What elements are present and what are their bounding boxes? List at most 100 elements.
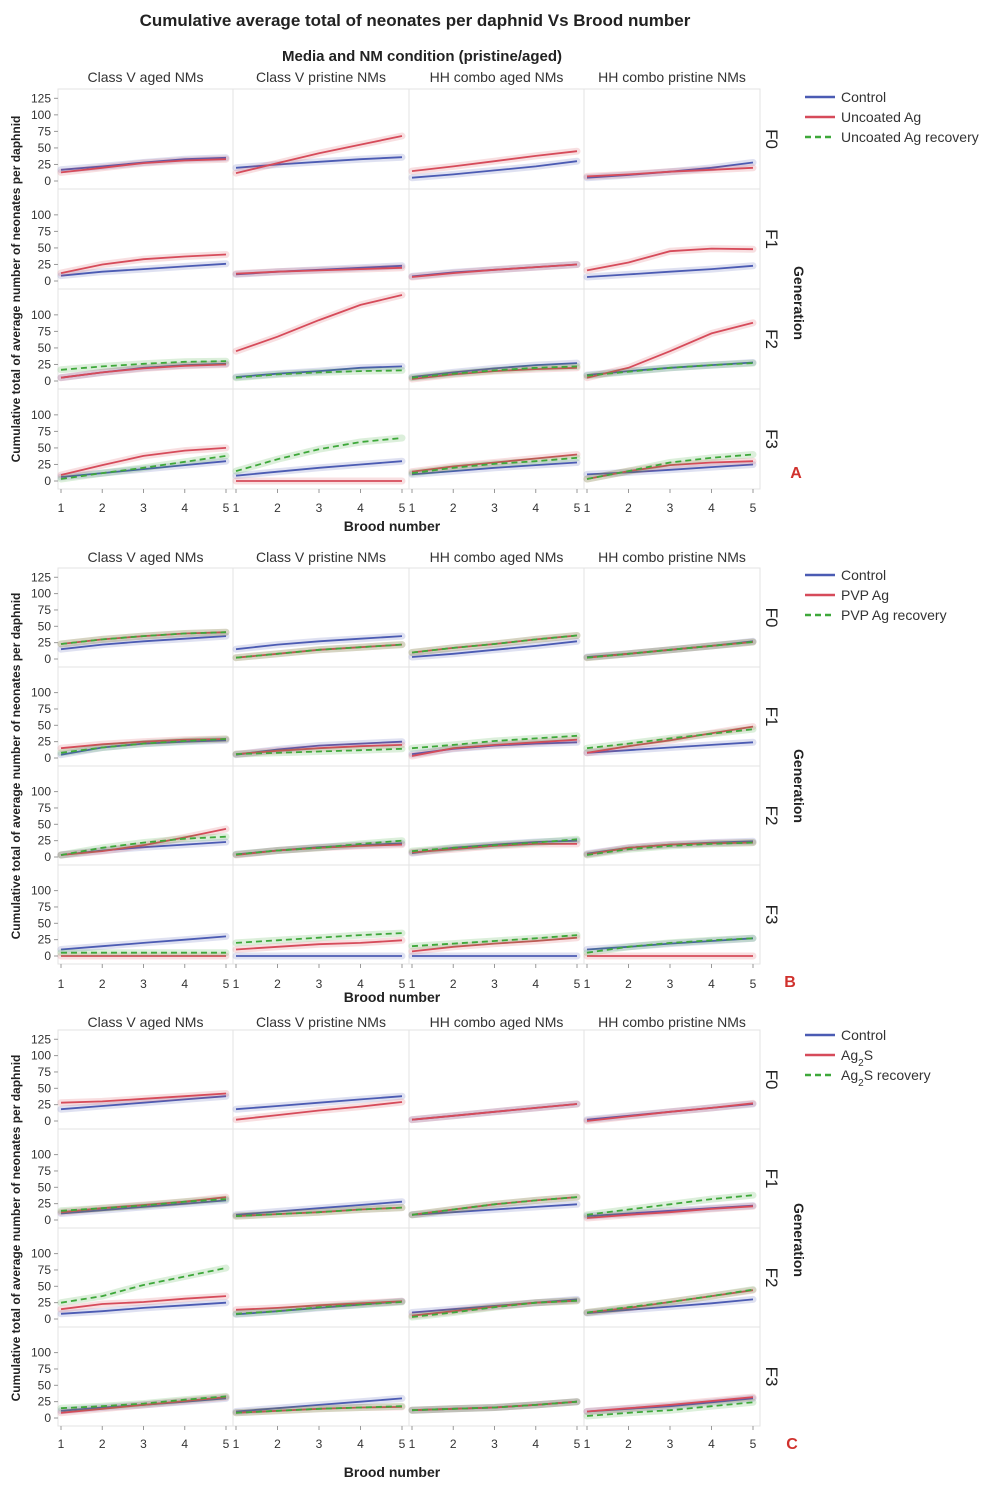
series-line-control bbox=[235, 635, 403, 651]
y-tick-label: 75 bbox=[38, 900, 52, 914]
x-tick-label: 2 bbox=[625, 501, 632, 515]
series-line-pvp-ag bbox=[60, 738, 227, 750]
series-line-control bbox=[411, 160, 578, 179]
series-line-uncoated-ag-recovery bbox=[411, 365, 578, 379]
y-tick-label: 75 bbox=[38, 424, 52, 438]
x-tick-label: 1 bbox=[233, 501, 240, 515]
y-tick-label: 0 bbox=[44, 174, 51, 188]
series-line-uncoated-ag bbox=[235, 266, 403, 275]
x-tick-label: 1 bbox=[584, 977, 591, 991]
legend-label: PVP Ag bbox=[841, 587, 889, 603]
series-line-control bbox=[235, 1095, 403, 1111]
facet-column-title: HH combo pristine NMs bbox=[598, 1014, 746, 1030]
series-line-uncoated-ag-recovery bbox=[60, 455, 227, 480]
series-line-pvp-ag bbox=[235, 939, 403, 951]
y-tick-label: 100 bbox=[31, 408, 51, 422]
series-line-ag2s bbox=[60, 1396, 227, 1414]
series-line-pvp-ag-recovery bbox=[411, 934, 578, 948]
facet-column-title: Class V pristine NMs bbox=[256, 1014, 386, 1030]
facet-column-title: HH combo aged NMs bbox=[430, 1014, 564, 1030]
series-line-uncoated-ag bbox=[60, 253, 227, 274]
y-tick-label: 100 bbox=[31, 587, 51, 601]
facet-cell bbox=[583, 388, 761, 490]
y-tick-label: 75 bbox=[38, 801, 52, 815]
y-tick-label: 75 bbox=[38, 603, 52, 617]
facet-column-title: Class V aged NMs bbox=[88, 69, 204, 85]
series-line-ag2s-recovery bbox=[586, 1194, 754, 1216]
series-line-ag2s-recovery bbox=[235, 1405, 403, 1414]
x-axis-label: Brood number bbox=[344, 518, 441, 534]
y-tick-label: 50 bbox=[38, 817, 52, 831]
facet-cell bbox=[583, 1326, 761, 1427]
facet-column-title: Class V aged NMs bbox=[88, 549, 204, 565]
y-tick-label: 0 bbox=[44, 1114, 51, 1128]
generation-row-label: F2 bbox=[762, 1268, 781, 1288]
series-line-pvp-ag bbox=[411, 936, 578, 953]
generation-label: Generation bbox=[791, 266, 807, 340]
x-axis-label: Brood number bbox=[344, 989, 441, 1005]
y-tick-label: 75 bbox=[38, 1065, 52, 1079]
y-tick-label: 100 bbox=[31, 1346, 51, 1360]
x-tick-label: 5 bbox=[399, 501, 406, 515]
generation-label: Generation bbox=[791, 1203, 807, 1277]
series-line-ag2s-recovery bbox=[411, 1196, 578, 1216]
y-axis-label: Cumulative total of average number of ne… bbox=[9, 1055, 23, 1402]
x-tick-label: 1 bbox=[409, 1437, 416, 1451]
series-line-pvp-ag-recovery bbox=[60, 835, 227, 856]
y-tick-label: 0 bbox=[44, 751, 51, 765]
y-tick-label: 50 bbox=[38, 619, 52, 633]
y-tick-label: 25 bbox=[38, 636, 52, 650]
y-tick-label: 25 bbox=[38, 257, 52, 271]
series-line-control bbox=[411, 1203, 578, 1216]
x-tick-label: 2 bbox=[274, 977, 281, 991]
x-tick-label: 5 bbox=[574, 501, 581, 515]
legend-label: Uncoated Ag bbox=[841, 109, 921, 125]
series-line-pvp-ag-recovery bbox=[411, 734, 578, 750]
series-line-ag2s bbox=[586, 1205, 754, 1219]
series-line-uncoated-ag-recovery bbox=[586, 453, 754, 480]
x-tick-label: 2 bbox=[274, 501, 281, 515]
y-tick-label: 50 bbox=[38, 441, 52, 455]
x-tick-label: 2 bbox=[625, 977, 632, 991]
generation-row-label: F3 bbox=[762, 429, 781, 449]
y-tick-label: 50 bbox=[38, 1279, 52, 1293]
x-tick-label: 3 bbox=[667, 1437, 674, 1451]
series-line-ag2s-recovery bbox=[235, 1301, 403, 1315]
x-tick-label: 3 bbox=[140, 501, 147, 515]
y-tick-label: 25 bbox=[38, 457, 52, 471]
x-tick-label: 4 bbox=[357, 1437, 364, 1451]
series-line-ag2s-recovery bbox=[235, 1206, 403, 1217]
chart-panels: Class V aged NMs Class V pristine NMs HH c… bbox=[9, 69, 979, 1480]
series-line-ag2s-recovery bbox=[411, 1400, 578, 1412]
series-line-uncoated-ag bbox=[586, 247, 754, 272]
series-line-pvp-ag-recovery bbox=[60, 631, 227, 645]
x-tick-label: 4 bbox=[708, 1437, 715, 1451]
x-tick-label: 2 bbox=[625, 1437, 632, 1451]
facet-cell bbox=[57, 567, 234, 668]
x-tick-label: 2 bbox=[450, 1437, 457, 1451]
facet-column-title: HH combo pristine NMs bbox=[598, 69, 746, 85]
x-tick-label: 3 bbox=[140, 1437, 147, 1451]
series-line-pvp-ag bbox=[586, 841, 754, 856]
legend-label: PVP Ag recovery bbox=[841, 607, 947, 623]
legend: Control PVP Ag PVP Ag recovery bbox=[805, 567, 947, 623]
x-tick-label: 4 bbox=[532, 977, 539, 991]
generation-row-label: F2 bbox=[762, 806, 781, 826]
y-tick-label: 50 bbox=[38, 141, 52, 155]
legend-label: Ag2S recovery bbox=[841, 1067, 931, 1089]
generation-row-label: F0 bbox=[762, 1070, 781, 1090]
generation-row-label: F0 bbox=[762, 129, 781, 149]
y-axis-label: Cumulative total of average number of ne… bbox=[9, 116, 23, 463]
y-tick-label: 50 bbox=[38, 718, 52, 732]
y-tick-label: 100 bbox=[31, 208, 51, 222]
series-line-control bbox=[586, 741, 754, 754]
series-line-uncoated-ag bbox=[235, 135, 403, 174]
y-tick-label: 25 bbox=[38, 1395, 52, 1409]
x-tick-label: 3 bbox=[667, 977, 674, 991]
y-tick-label: 0 bbox=[44, 850, 51, 864]
x-tick-label: 1 bbox=[58, 1437, 65, 1451]
series-line-pvp-ag bbox=[235, 744, 403, 755]
series-line-pvp-ag-recovery bbox=[60, 738, 227, 754]
chart-subtitle: Media and NM condition (pristine/aged) bbox=[282, 48, 562, 65]
